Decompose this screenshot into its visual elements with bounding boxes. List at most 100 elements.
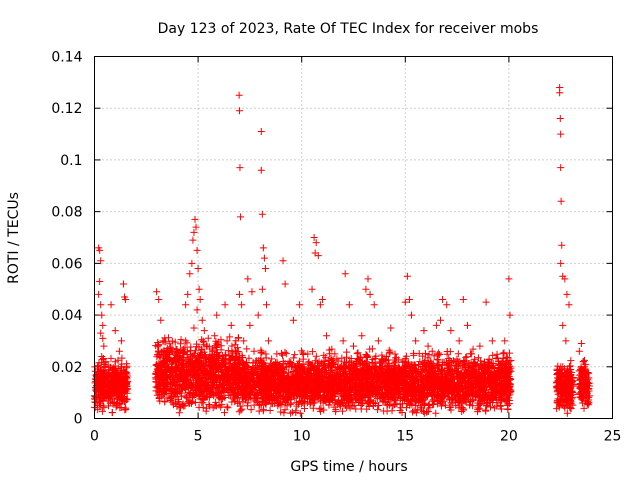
x-tick-label: 5 — [194, 429, 203, 445]
data-point — [316, 383, 324, 391]
data-point — [161, 398, 169, 406]
data-point — [193, 340, 201, 348]
data-point — [421, 399, 429, 407]
data-point — [354, 356, 362, 364]
data-point — [402, 368, 410, 376]
data-point — [247, 388, 255, 396]
data-point — [354, 349, 362, 357]
data-point — [307, 366, 315, 374]
data-point — [242, 388, 250, 396]
data-point — [371, 381, 379, 389]
data-point — [272, 387, 280, 395]
data-point — [320, 362, 328, 370]
data-point — [176, 403, 184, 411]
data-point — [322, 367, 330, 375]
data-point — [112, 369, 120, 377]
data-point — [232, 380, 240, 388]
data-point — [461, 379, 469, 387]
data-point — [496, 364, 504, 372]
data-point — [266, 367, 274, 375]
data-point — [324, 387, 332, 395]
data-point — [193, 369, 201, 377]
data-point — [485, 362, 493, 370]
data-point — [291, 387, 299, 395]
data-point — [405, 397, 413, 405]
data-point — [208, 382, 216, 390]
data-point — [316, 405, 324, 413]
data-point — [337, 365, 345, 373]
data-point — [119, 375, 127, 383]
data-point — [274, 398, 282, 406]
data-point — [439, 391, 447, 399]
data-point — [439, 373, 447, 381]
data-point — [439, 384, 447, 392]
data-point — [105, 402, 113, 410]
data-point — [263, 384, 271, 392]
data-point — [121, 368, 129, 376]
data-point — [371, 355, 379, 363]
data-point — [343, 404, 351, 412]
data-point — [247, 406, 255, 414]
data-point — [424, 402, 432, 410]
data-point — [186, 399, 194, 407]
data-point — [166, 340, 174, 348]
data-point — [393, 366, 401, 374]
data-point — [387, 394, 395, 402]
data-point — [95, 359, 103, 367]
data-point — [98, 407, 106, 415]
data-point — [340, 370, 348, 378]
data-point — [156, 397, 164, 405]
data-point — [449, 399, 457, 407]
data-point — [356, 361, 364, 369]
data-point — [333, 355, 341, 363]
data-point — [471, 355, 479, 363]
data-point — [298, 347, 306, 355]
data-point — [406, 400, 414, 408]
data-point — [490, 364, 498, 372]
data-point — [384, 381, 392, 389]
data-point — [280, 409, 288, 417]
data-point — [314, 379, 322, 387]
data-point — [382, 370, 390, 378]
data-point — [118, 354, 126, 362]
data-point — [391, 350, 399, 358]
data-point — [164, 363, 172, 371]
data-point — [325, 356, 333, 364]
data-point — [432, 409, 440, 417]
data-point — [448, 379, 456, 387]
data-point — [407, 375, 415, 383]
data-point — [314, 371, 322, 379]
data-point — [461, 360, 469, 368]
data-point — [499, 383, 507, 391]
data-point — [220, 386, 228, 394]
data-point — [345, 377, 353, 385]
data-point — [266, 406, 274, 414]
data-point — [223, 378, 231, 386]
data-point — [239, 375, 247, 383]
data-point — [318, 372, 326, 380]
data-point — [278, 349, 286, 357]
data-point — [92, 399, 100, 407]
data-point — [491, 374, 499, 382]
data-point — [355, 398, 363, 406]
data-point — [459, 392, 467, 400]
data-point — [490, 387, 498, 395]
data-point — [328, 374, 336, 382]
data-point — [462, 353, 470, 361]
data-point — [158, 364, 166, 372]
data-point — [218, 401, 226, 409]
data-point — [182, 393, 190, 401]
data-point — [415, 384, 423, 392]
data-point — [238, 405, 246, 413]
data-point — [311, 364, 319, 372]
data-point — [260, 392, 268, 400]
data-point — [195, 403, 203, 411]
data-point — [431, 397, 439, 405]
data-point — [347, 357, 355, 365]
data-point — [454, 388, 462, 396]
data-point — [327, 375, 335, 383]
data-point — [155, 340, 163, 348]
data-point — [193, 377, 201, 385]
data-point — [268, 394, 276, 402]
data-point — [367, 380, 375, 388]
